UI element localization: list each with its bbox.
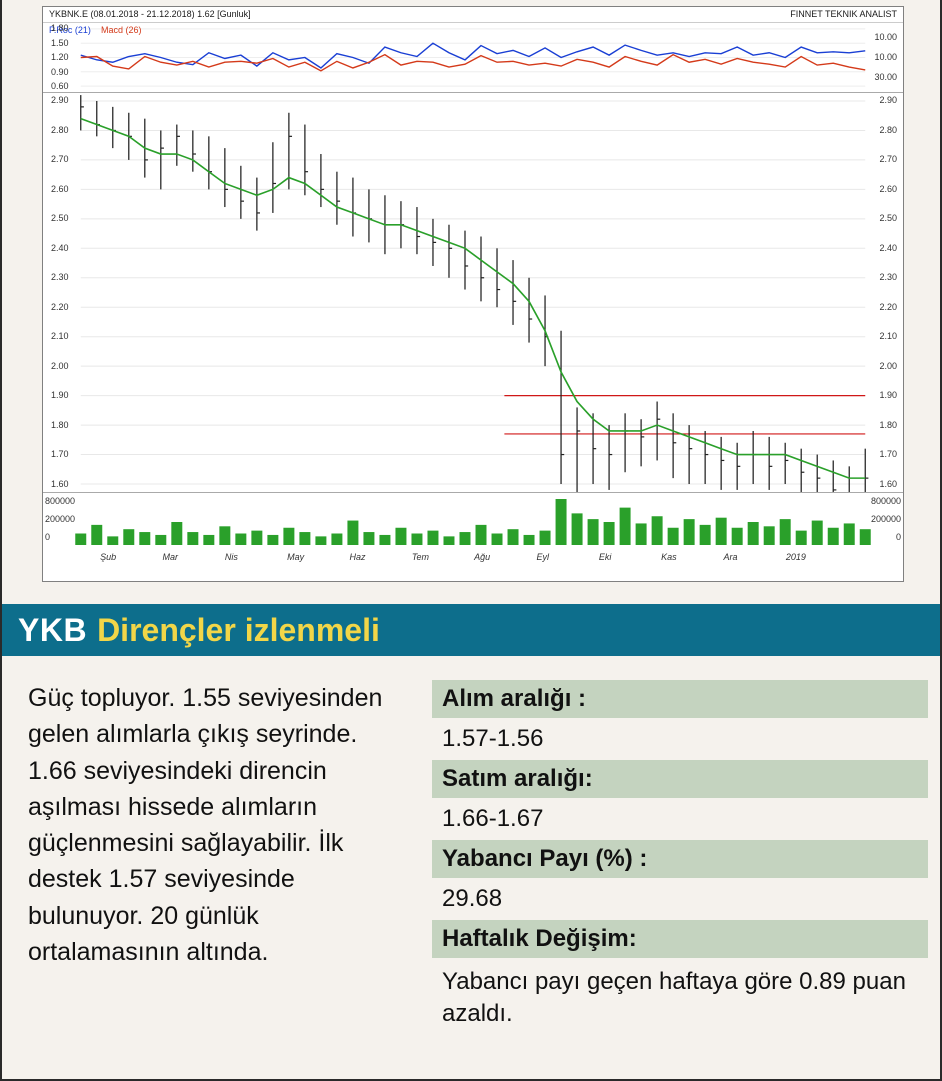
info-value: 1.57-1.56 — [442, 725, 543, 753]
indicator-panel: P.Roc (21) Macd (26) — [43, 23, 903, 93]
info-label-row: Satım aralığı: — [432, 760, 928, 798]
legend-macd: Macd (26) — [101, 25, 142, 35]
info-value: Yabancı payı geçen haftaya göre 0.89 pua… — [442, 966, 918, 1031]
info-label-row: Yabancı Payı (%) : — [432, 840, 928, 878]
info-value: 29.68 — [442, 885, 502, 913]
info-value-row: 29.68 — [432, 880, 928, 918]
stock-chart: YKBNK.E (08.01.2018 - 21.12.2018) 1.62 [… — [42, 6, 904, 582]
info-label-row: Alım aralığı : — [432, 680, 928, 718]
info-label: Haftalık Değişim: — [442, 925, 637, 953]
info-value-row: 1.57-1.56 — [432, 720, 928, 758]
analysis-paragraph: Güç topluyor. 1.55 seviyesinden gelen al… — [28, 680, 408, 970]
chart-header: YKBNK.E (08.01.2018 - 21.12.2018) 1.62 [… — [43, 7, 903, 23]
info-label-row: Haftalık Değişim: — [432, 920, 928, 958]
chart-header-left: YKBNK.E (08.01.2018 - 21.12.2018) 1.62 [… — [49, 9, 251, 20]
x-axis: ŞubMarNisMayHazTemAğuEylEkiKasAra2019 — [43, 549, 903, 579]
volume-panel — [43, 493, 903, 549]
info-value-row: 1.66-1.67 — [432, 800, 928, 838]
info-value-row: Yabancı payı geçen haftaya göre 0.89 pua… — [432, 960, 928, 1037]
info-value: 1.66-1.67 — [442, 805, 543, 833]
info-label: Yabancı Payı (%) : — [442, 845, 647, 873]
title-bar: YKB Dirençler izlenmeli — [0, 604, 942, 656]
info-label: Alım aralığı : — [442, 685, 586, 713]
chart-header-right: FINNET TEKNIK ANALIST — [790, 9, 897, 20]
price-panel — [43, 93, 903, 493]
title-headline: Dirençler izlenmeli — [97, 612, 380, 649]
title-symbol: YKB — [18, 612, 87, 649]
info-label: Satım aralığı: — [442, 765, 593, 793]
